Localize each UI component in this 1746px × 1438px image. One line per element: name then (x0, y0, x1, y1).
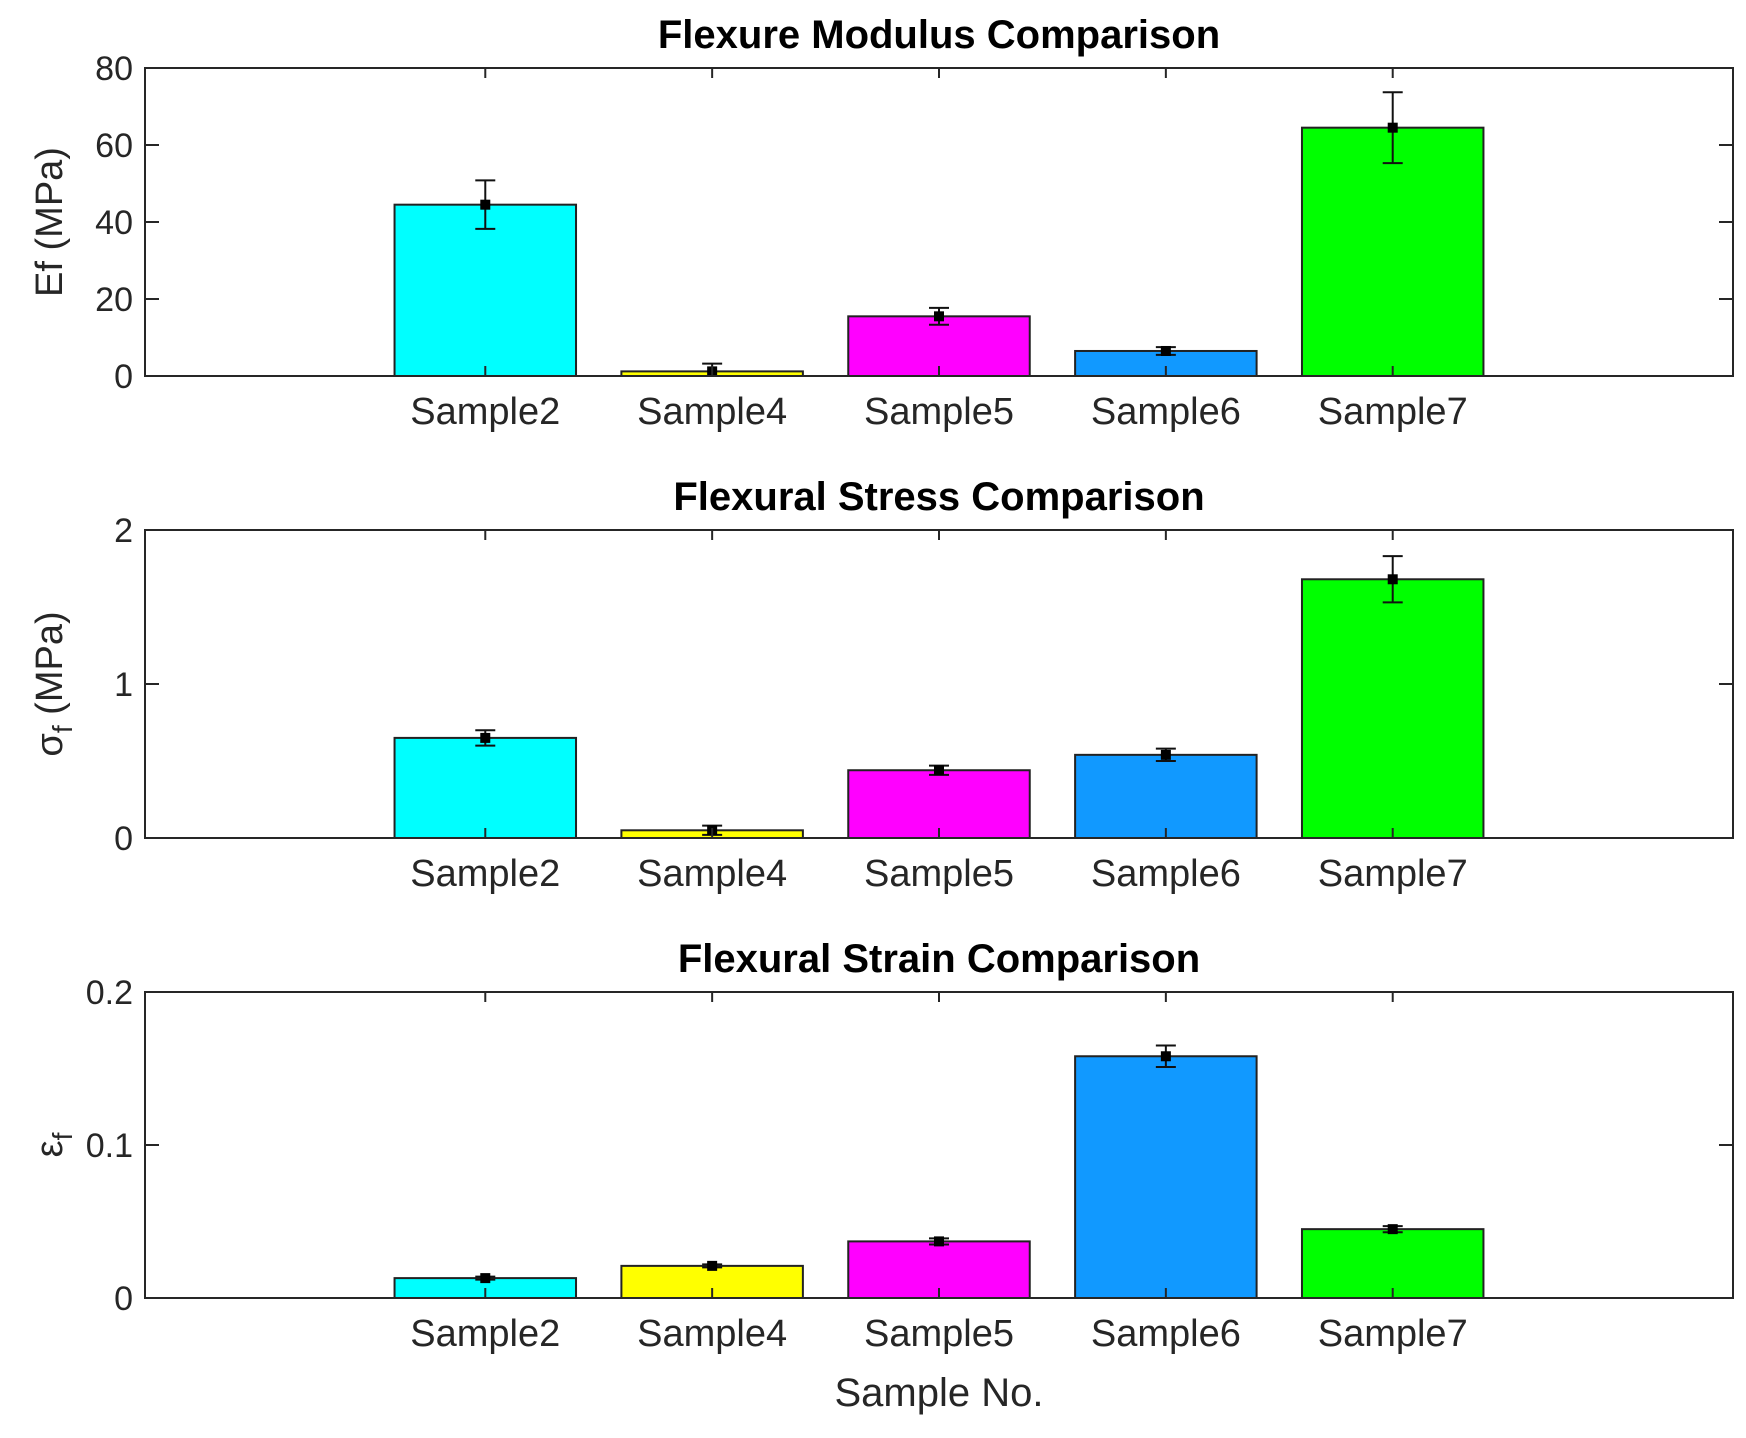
x-tick-label: Sample5 (864, 391, 1014, 433)
bar-sample7 (1300, 126, 1485, 377)
bar-sample6 (1074, 1055, 1258, 1300)
chart-title: Flexural Strain Comparison (678, 937, 1200, 981)
mean-marker-sample7 (1387, 574, 1398, 585)
x-tick-label: Sample4 (637, 391, 787, 433)
mean-marker-sample2 (480, 1273, 491, 1284)
y-axis-label-symbol: ε (29, 1140, 71, 1157)
x-tick-label: Sample6 (1091, 853, 1241, 895)
x-tick-label: Sample5 (864, 853, 1014, 895)
bar-sample5 (847, 769, 1031, 839)
mean-marker-sample4 (707, 1260, 718, 1271)
y-tick-label: 80 (95, 50, 133, 88)
mean-marker-sample5 (934, 765, 944, 776)
mean-marker-sample7 (1387, 122, 1398, 133)
bar-sample7 (1300, 1228, 1485, 1300)
chart-title: Flexural Stress Comparison (673, 475, 1204, 519)
axes-box (144, 991, 1734, 1299)
y-tick-label: 0 (114, 1280, 133, 1318)
axes-box (144, 67, 1734, 377)
y-tick-label: 0.1 (86, 1127, 133, 1165)
y-tick-label: 20 (95, 281, 133, 319)
x-tick-label: Sample2 (410, 391, 560, 433)
y-axis-label-subscript: f (47, 1132, 78, 1140)
y-tick-label: 0 (114, 358, 133, 396)
mean-marker-sample2 (480, 199, 491, 210)
y-tick-label: 2 (114, 512, 133, 550)
y-tick-label: 0.2 (86, 974, 133, 1012)
mean-marker-sample5 (934, 311, 944, 322)
x-tick-label: Sample2 (410, 1313, 560, 1355)
y-axis-label-subscript: f (47, 725, 78, 733)
y-axis-label: σf (MPa) (29, 611, 78, 756)
y-axis-label: Ef (MPa) (29, 147, 71, 297)
y-tick-label: 1 (114, 666, 133, 704)
y-axis-label: εf (29, 1132, 78, 1157)
chart-panel-2: Flexural Stress Comparison Sample2 Sample4… (29, 475, 1734, 895)
x-tick-label: Sample5 (864, 1313, 1014, 1355)
bar-sample6 (1074, 753, 1258, 840)
mean-marker-sample6 (1160, 345, 1171, 356)
x-tick-label: Sample2 (410, 853, 560, 895)
y-tick-label: 60 (95, 127, 133, 165)
bar-sample2 (393, 203, 578, 377)
chart-panel-1: Flexure Modulus Comparison Sample2 Sample4… (29, 13, 1734, 433)
axes-box (144, 529, 1734, 839)
x-tick-label: Sample6 (1091, 1313, 1241, 1355)
y-tick-label: 0 (114, 820, 133, 858)
x-tick-label: Sample4 (637, 853, 787, 895)
x-axis-label: Sample No. (835, 1371, 1044, 1415)
y-axis-label-unit: (MPa) (29, 611, 71, 725)
y-axis-label-symbol: σ (29, 733, 71, 756)
x-tick-label: Sample6 (1091, 391, 1241, 433)
mean-marker-sample6 (1160, 1051, 1171, 1062)
chart-panel-3: Flexural Strain Comparison Sample2 Sample4… (29, 937, 1734, 1415)
bar-sample2 (393, 736, 578, 840)
bar-sample7 (1300, 578, 1485, 840)
mean-marker-sample2 (480, 732, 491, 743)
x-tick-label: Sample7 (1318, 391, 1468, 433)
mean-marker-sample6 (1160, 749, 1171, 760)
mean-marker-sample5 (934, 1236, 944, 1247)
x-tick-label: Sample4 (637, 1313, 787, 1355)
x-tick-label: Sample7 (1318, 1313, 1468, 1355)
x-tick-label: Sample7 (1318, 853, 1468, 895)
y-tick-label: 40 (95, 204, 133, 242)
mean-marker-sample7 (1387, 1224, 1398, 1235)
chart-title: Flexure Modulus Comparison (658, 13, 1220, 57)
